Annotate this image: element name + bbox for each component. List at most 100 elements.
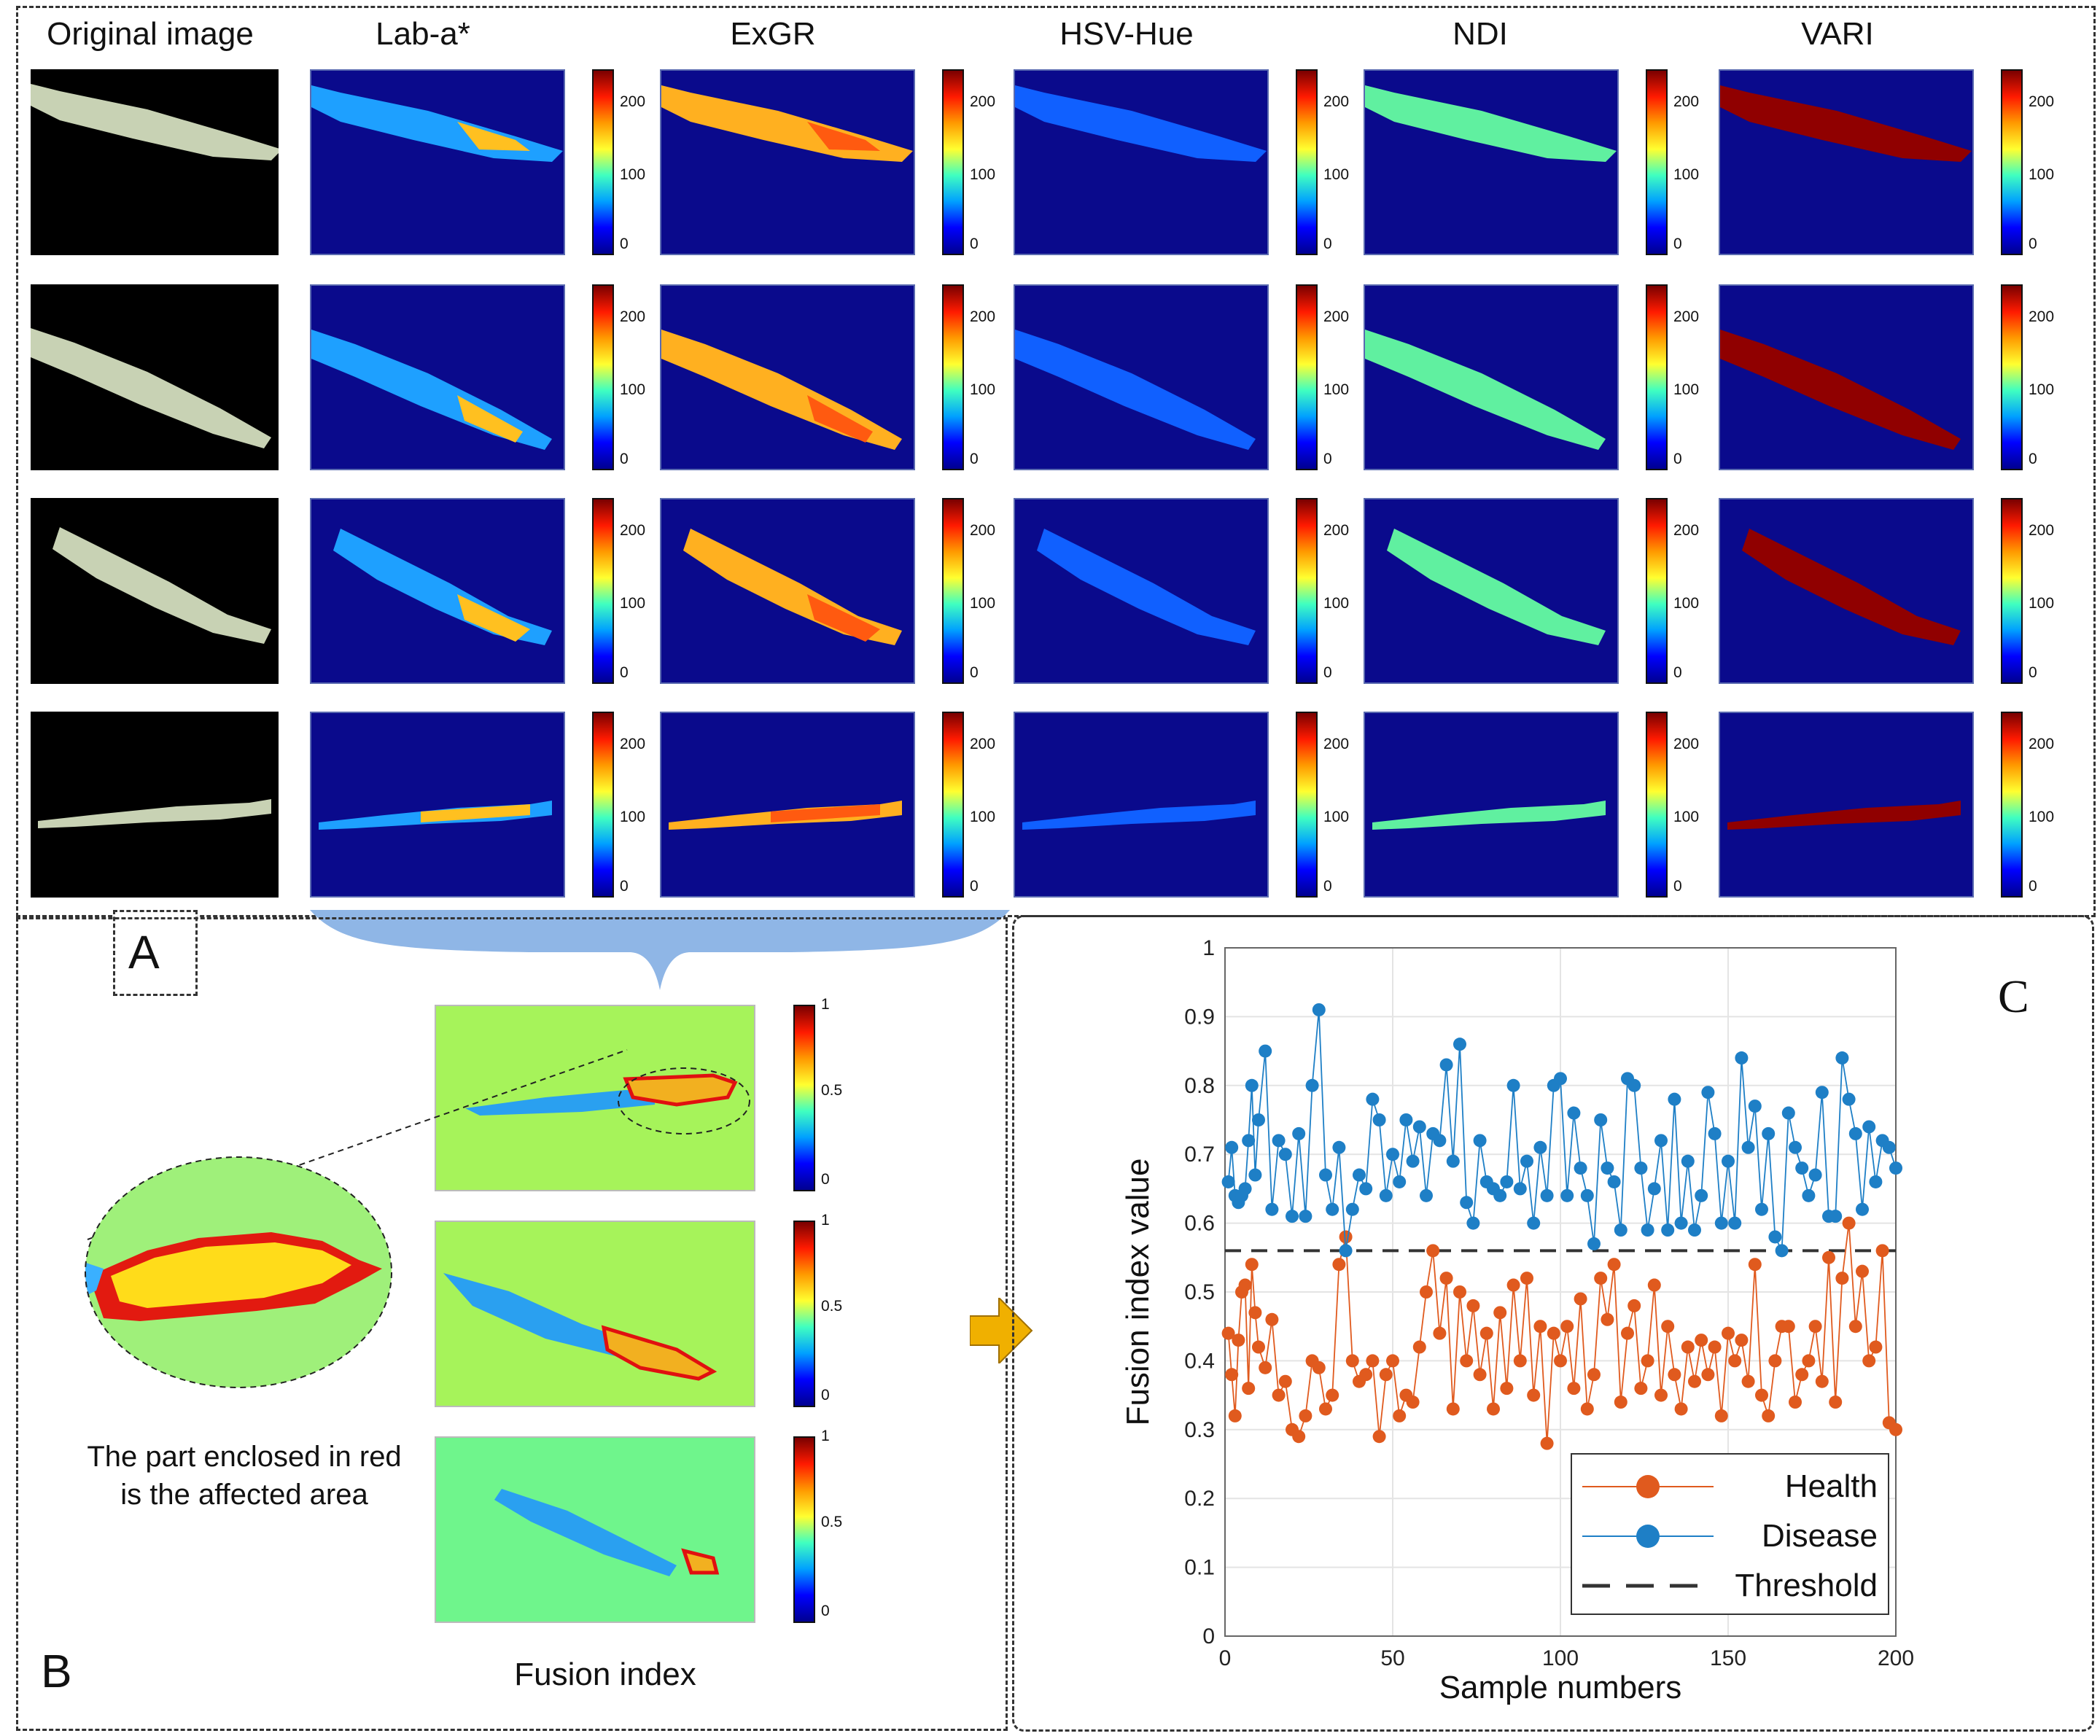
colorbar-tick: 0 (821, 1171, 830, 1188)
column-title: Lab-a* (376, 16, 470, 52)
fusion-index-caption: Fusion index (514, 1657, 696, 1692)
data-point-disease (1641, 1223, 1654, 1237)
plot-frame (1224, 947, 1897, 1637)
data-point-health (1574, 1292, 1587, 1306)
data-point-health (1856, 1264, 1869, 1278)
colorbar (592, 498, 614, 684)
data-point-health (1513, 1354, 1527, 1368)
data-point-health (1862, 1354, 1876, 1368)
y-tick-label: 0.7 (1184, 1143, 1215, 1167)
index-map-image (1719, 498, 1974, 684)
data-point-health (1540, 1436, 1554, 1450)
data-point-disease (1245, 1078, 1259, 1092)
data-point-disease (1728, 1216, 1742, 1230)
panel-c-letter: C (1998, 970, 2029, 1022)
y-tick-label: 0 (1202, 1624, 1215, 1649)
colorbar-tick: 100 (620, 381, 646, 398)
data-point-disease (1312, 1003, 1326, 1016)
data-point-disease (1473, 1134, 1487, 1148)
data-point-disease (1762, 1126, 1776, 1140)
data-point-health (1221, 1326, 1235, 1340)
colorbar-tick: 200 (1323, 93, 1350, 110)
data-point-health (1795, 1368, 1809, 1382)
data-point-health (1487, 1402, 1500, 1416)
data-point-health (1248, 1306, 1262, 1320)
data-point-health (1520, 1272, 1533, 1285)
data-point-health (1668, 1368, 1681, 1382)
data-point-disease (1412, 1120, 1426, 1134)
x-tick-label: 100 (1542, 1646, 1579, 1670)
colorbar (592, 69, 614, 255)
data-point-health (1259, 1361, 1272, 1374)
data-point-disease (1299, 1210, 1312, 1223)
data-point-health (1701, 1368, 1715, 1382)
data-point-disease (1500, 1175, 1514, 1188)
legend-box (1571, 1453, 1889, 1615)
legend-marker-health (1636, 1475, 1660, 1498)
y-tick-label: 0.8 (1184, 1074, 1215, 1098)
data-point-health (1594, 1272, 1608, 1285)
data-point-disease (1708, 1126, 1722, 1140)
data-point-disease (1420, 1188, 1433, 1202)
colorbar (942, 69, 964, 255)
data-point-health (1386, 1354, 1399, 1368)
data-point-disease (1513, 1182, 1527, 1196)
colorbar-tick: 200 (620, 308, 646, 325)
data-point-disease (1829, 1210, 1843, 1223)
data-point-health (1722, 1326, 1735, 1340)
data-point-health (1748, 1258, 1762, 1272)
data-point-disease (1587, 1237, 1601, 1250)
data-point-health (1479, 1326, 1493, 1340)
data-point-health (1533, 1320, 1547, 1334)
data-point-disease (1856, 1202, 1869, 1216)
data-point-health (1695, 1334, 1708, 1347)
colorbar-tick: 100 (1673, 166, 1700, 183)
index-map-image (1014, 712, 1269, 898)
panel-a-label-box: A (113, 910, 198, 996)
data-point-disease (1466, 1216, 1480, 1230)
fusion-map-image (435, 1436, 755, 1623)
spike-shape (494, 1489, 677, 1576)
colorbar-tick: 200 (970, 522, 996, 539)
data-point-disease (1674, 1216, 1688, 1230)
colorbar-tick: 200 (1323, 308, 1350, 325)
colorbar-tick: 200 (970, 736, 996, 752)
y-tick-label: 0.6 (1184, 1212, 1215, 1236)
colorbar-tick: 0 (1323, 664, 1332, 681)
spike-shape (52, 527, 271, 644)
fusion-index-chart: 0 0.1 0.2 0.3 0.4 0.5 0.6 0.7 0.8 0.9 1 0 50 100 150 20… (1120, 936, 1914, 1705)
data-point-disease (1359, 1182, 1373, 1196)
colorbar-tick: 0 (1673, 451, 1682, 467)
index-map-image (1364, 69, 1619, 255)
y-tick-label: 0.9 (1184, 1005, 1215, 1029)
data-point-health (1547, 1326, 1560, 1340)
data-point-health (1829, 1396, 1843, 1409)
colorbar-tick: 0 (821, 1387, 830, 1404)
data-point-health (1848, 1320, 1862, 1334)
data-point-health (1426, 1244, 1440, 1258)
data-point-health (1587, 1368, 1601, 1382)
hotspot-shape (457, 594, 530, 642)
data-point-health (1332, 1258, 1346, 1272)
data-point-health (1379, 1368, 1393, 1382)
data-point-health (1420, 1285, 1433, 1299)
data-point-disease (1701, 1086, 1715, 1099)
data-point-disease (1554, 1072, 1567, 1086)
original-spike-image (31, 69, 279, 255)
data-point-health (1822, 1250, 1835, 1264)
data-point-health (1245, 1258, 1259, 1272)
data-point-disease (1248, 1168, 1262, 1182)
colorbar-tick: 200 (1673, 93, 1700, 110)
data-point-disease (1789, 1140, 1802, 1154)
colorbar-tick: 0 (2029, 664, 2037, 681)
data-point-disease (1889, 1161, 1902, 1175)
colorbar-tick: 200 (2029, 93, 2055, 110)
data-point-disease (1272, 1134, 1286, 1148)
data-point-health (1607, 1258, 1621, 1272)
data-point-health (1292, 1430, 1306, 1444)
data-point-health (1567, 1382, 1581, 1396)
data-point-disease (1775, 1244, 1789, 1258)
y-tick-label: 0.5 (1184, 1280, 1215, 1304)
colorbar (942, 498, 964, 684)
legend-label: Disease (1762, 1518, 1878, 1554)
